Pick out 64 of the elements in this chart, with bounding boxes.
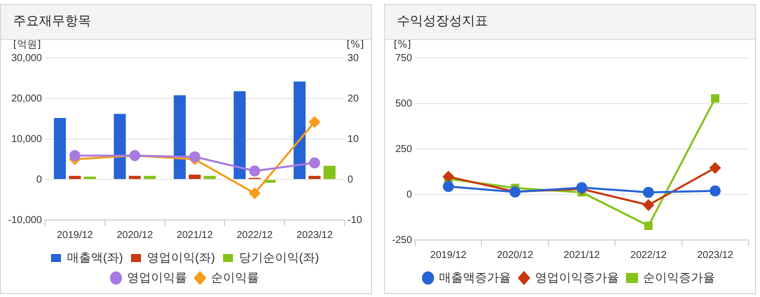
bar: [114, 114, 126, 179]
y-tick-label: 10,000: [11, 134, 42, 145]
y-axis-title: [%]: [394, 40, 412, 51]
y-tick-label: -10,000: [8, 214, 42, 226]
y-axis-title: [억원]: [13, 40, 42, 51]
point: [644, 222, 653, 230]
bar: [54, 118, 66, 179]
legend-label: 매출액(좌): [67, 250, 124, 264]
x-tick-label: 2022/12: [236, 230, 274, 241]
point: [710, 185, 721, 196]
y-tick-label: 0: [406, 189, 412, 200]
y-tick-label: 500: [395, 98, 412, 110]
y2-tick-label: 20: [348, 93, 360, 104]
x-tick-label: 2021/12: [176, 230, 214, 241]
y-tick-label: 250: [395, 144, 412, 155]
y-tick-label: 30,000: [11, 52, 42, 64]
point: [710, 94, 720, 103]
bar: [128, 176, 141, 179]
bar: [308, 176, 321, 179]
y-tick-label: 20,000: [11, 93, 42, 104]
legend-label: 매출액증가율: [439, 270, 511, 284]
y2-axis-title: [%]: [346, 40, 364, 51]
x-tick-label: 2020/12: [116, 230, 154, 241]
point: [309, 157, 320, 168]
y2-tick-label: 10: [348, 134, 360, 145]
legend-label: 순이익률: [211, 270, 259, 284]
bar: [188, 174, 201, 179]
point: [69, 150, 80, 162]
legend-label: 영업이익률: [127, 270, 187, 284]
x-tick-label: 2019/12: [56, 230, 94, 241]
point: [442, 171, 454, 182]
legend-label: 영업이익증가율: [535, 270, 619, 284]
chart-title: 주요재무항목: [1, 5, 371, 40]
bar: [234, 91, 246, 179]
point: [642, 200, 654, 211]
bar: [294, 81, 306, 179]
bar: [324, 166, 336, 179]
legend-label: 영업이익(좌): [147, 250, 216, 264]
point: [442, 180, 454, 192]
x-tick-label: 2019/12: [430, 250, 467, 261]
x-tick-label: 2023/12: [697, 250, 734, 261]
chart-title: 수익성장성지표: [385, 5, 755, 40]
point: [189, 151, 200, 162]
x-tick-label: 2022/12: [630, 250, 667, 261]
point: [249, 188, 260, 199]
y2-tick-label: 30: [348, 52, 360, 64]
y2-tick-label: -10: [348, 214, 362, 226]
bar: [204, 176, 216, 179]
x-tick-label: 2023/12: [296, 230, 334, 241]
bar: [174, 95, 186, 179]
x-tick-label: 2020/12: [496, 250, 534, 261]
point: [309, 116, 320, 128]
bar: [144, 176, 156, 179]
point: [249, 165, 260, 176]
legend-label: 순이익증가율: [643, 270, 715, 284]
y-tick-label: -250: [392, 234, 412, 246]
bar: [68, 176, 81, 179]
y-tick-label: 0: [36, 174, 42, 186]
point: [642, 186, 654, 198]
legend-label: 당기순이익(좌): [238, 250, 319, 264]
point: [710, 162, 721, 174]
y2-tick-label: 0: [348, 174, 354, 186]
y-tick-label: 750: [395, 52, 412, 64]
x-tick-label: 2021/12: [564, 250, 600, 261]
